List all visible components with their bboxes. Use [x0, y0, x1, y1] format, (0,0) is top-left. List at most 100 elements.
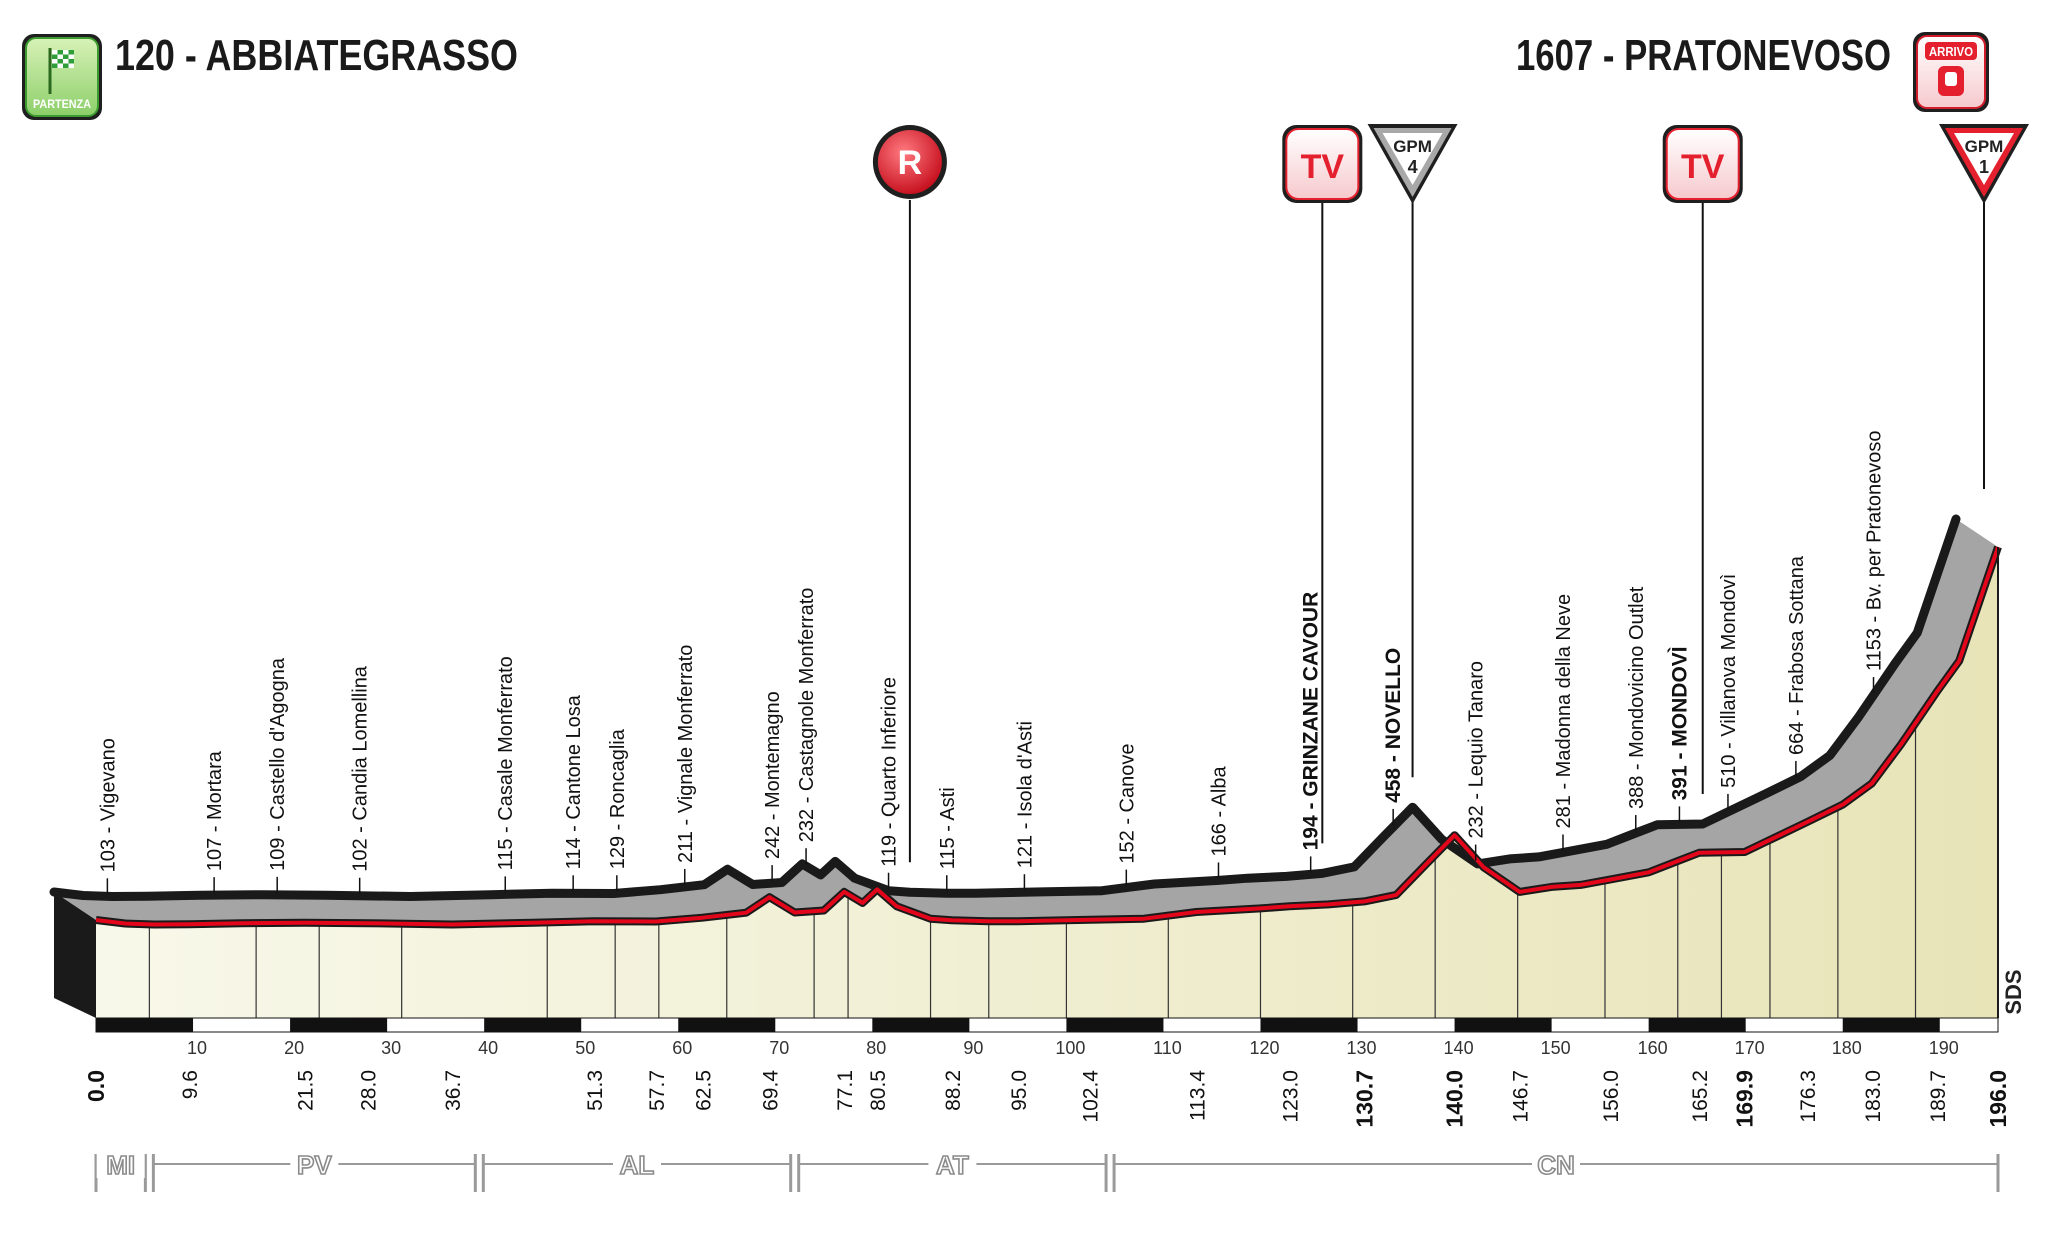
axis-tick-label: 160 [1638, 1038, 1668, 1058]
place-label: 211 - Vignale Monferrato [675, 645, 697, 863]
start-title: 120 - ABBIATEGRASSO [115, 31, 518, 80]
place-label: 281 - Madonna della Neve [1553, 594, 1575, 829]
province-label: AL [620, 1150, 655, 1180]
province-label-bg [96, 1150, 145, 1178]
profile-back-edge [49, 514, 1961, 901]
place-label: 121 - Isola d'Asti [1014, 721, 1036, 868]
distance-label: 113.4 [1186, 1070, 1209, 1121]
sds-watermark: SDS [2001, 969, 2026, 1014]
place-label: 103 - Vigevano [97, 738, 119, 872]
distance-label: 9.6 [179, 1070, 202, 1099]
place-labels: 103 - Vigevano 107 - Mortara 109 - Castell… [97, 431, 1886, 895]
distance-label: 183.0 [1862, 1070, 1885, 1123]
gpm-marker-label: GPM [1393, 137, 1432, 156]
axis-tick-label: 30 [381, 1038, 401, 1058]
axis-segment [1260, 1018, 1358, 1032]
place-label: 152 - Canove [1116, 744, 1138, 864]
axis-tick-label: 10 [187, 1038, 207, 1058]
province-label: CN [1537, 1150, 1575, 1180]
place-label: 664 - Frabosa Sottana [1786, 555, 1808, 755]
finish-line-icon [1938, 66, 1964, 96]
start-badge-label: PARTENZA [33, 97, 91, 111]
place-label: 232 - Castagnole Monferrato [796, 588, 818, 843]
province-label-bg [613, 1150, 662, 1178]
distance-label: 140.0 [1442, 1070, 1468, 1128]
place-label: 109 - Castello d'Agogna [267, 657, 289, 871]
gpm-marker-label: GPM [1965, 137, 2004, 156]
axis-segment [1066, 1018, 1164, 1032]
tv-marker-icon [1285, 128, 1360, 200]
axis-tick-label: 70 [769, 1038, 789, 1058]
place-label: 115 - Casale Monferrato [495, 656, 517, 870]
finish-badge-label: ARRIVO [1929, 44, 1973, 59]
finish-badge: ARRIVO [1913, 32, 1989, 112]
distance-label: 130.7 [1351, 1070, 1377, 1128]
axis-tick-label: 170 [1735, 1038, 1765, 1058]
axis-segment [290, 1018, 388, 1032]
distance-label: 156.0 [1600, 1070, 1623, 1123]
gpm-marker-inner [1382, 133, 1443, 185]
distance-label: 189.7 [1927, 1070, 1950, 1123]
place-label: 114 - Cantone Losa [563, 694, 585, 869]
place-label: 388 - Mondovicino Outlet [1626, 586, 1648, 809]
distance-label: 62.5 [693, 1070, 716, 1111]
place-label: 107 - Mortara [204, 750, 226, 871]
sprint-marker-label: R [898, 144, 923, 182]
axis-segment [1842, 1018, 1940, 1032]
province-label: AT [936, 1150, 969, 1180]
distance-label: 28.0 [358, 1070, 381, 1111]
finish-title: 1607 - PRATONEVOSO [1516, 31, 1891, 80]
axis-tick-label: 180 [1832, 1038, 1862, 1058]
distance-label: 165.2 [1689, 1070, 1712, 1123]
checkered-flag-icon [48, 48, 74, 94]
distance-label: 21.5 [295, 1070, 318, 1111]
distance-label: 57.7 [646, 1070, 669, 1111]
distance-label: 102.4 [1080, 1070, 1103, 1123]
distance-label: 36.7 [442, 1070, 465, 1111]
place-label: 1153 - Bv. per Pratonevoso [1864, 431, 1886, 672]
axis-tick-label: 80 [866, 1038, 886, 1058]
axis-tick-label: 140 [1444, 1038, 1474, 1058]
place-label: 166 - Alba [1208, 765, 1230, 856]
distance-axis: 10 20 30 40 50 60 70 80 90 100 110 120 130 140 150 160 1… [83, 1017, 2011, 1128]
place-label: 510 - Villanova Mondovì [1718, 574, 1740, 788]
tv-marker-label: TV [1301, 148, 1345, 186]
place-label: 391 - MONDOVÌ [1668, 646, 1691, 800]
axis-tick-label: 190 [1929, 1038, 1959, 1058]
province-label-bg [1532, 1150, 1581, 1178]
distance-label: 196.0 [1985, 1070, 2011, 1128]
province-label: MI [106, 1150, 135, 1180]
axis-segment [1648, 1018, 1746, 1032]
province-label-bg [928, 1150, 977, 1178]
axis-segment [96, 1018, 194, 1032]
place-label: 119 - Quarto Inferiore [879, 677, 901, 867]
province-bar: MI PV AL AT CN [94, 1149, 2000, 1192]
axis-tick-label: 100 [1055, 1038, 1085, 1058]
distance-label: 176.3 [1797, 1070, 1820, 1123]
profile-front-face [96, 547, 1998, 1018]
axis-tick-label: 110 [1153, 1038, 1182, 1058]
gpm-marker-inner [1954, 133, 2014, 185]
elevation-profile [49, 514, 2002, 1018]
axis-segment [1454, 1018, 1552, 1032]
tv-marker-label: TV [1681, 148, 1725, 186]
distance-label: 0.0 [83, 1070, 109, 1102]
distance-label: 80.5 [867, 1070, 890, 1111]
axis-tick-label: 120 [1249, 1038, 1279, 1058]
axis-tick-label: 50 [575, 1038, 595, 1058]
road-line [95, 546, 2000, 927]
gpm-category-label: 1 [1979, 157, 1989, 177]
province-label: PV [297, 1150, 332, 1180]
place-label: 129 - Roncaglia [607, 728, 629, 869]
distance-label: 123.0 [1280, 1070, 1303, 1123]
distance-label: 169.9 [1732, 1070, 1758, 1128]
axis-tick-label: 150 [1541, 1038, 1571, 1058]
place-label: 194 - GRINZANE CAVOUR [1300, 592, 1323, 851]
distance-label: 88.2 [942, 1070, 965, 1111]
province-label-bg [290, 1150, 339, 1178]
gpm-category-label: 4 [1408, 157, 1418, 177]
profile-left-cap [54, 892, 96, 1018]
